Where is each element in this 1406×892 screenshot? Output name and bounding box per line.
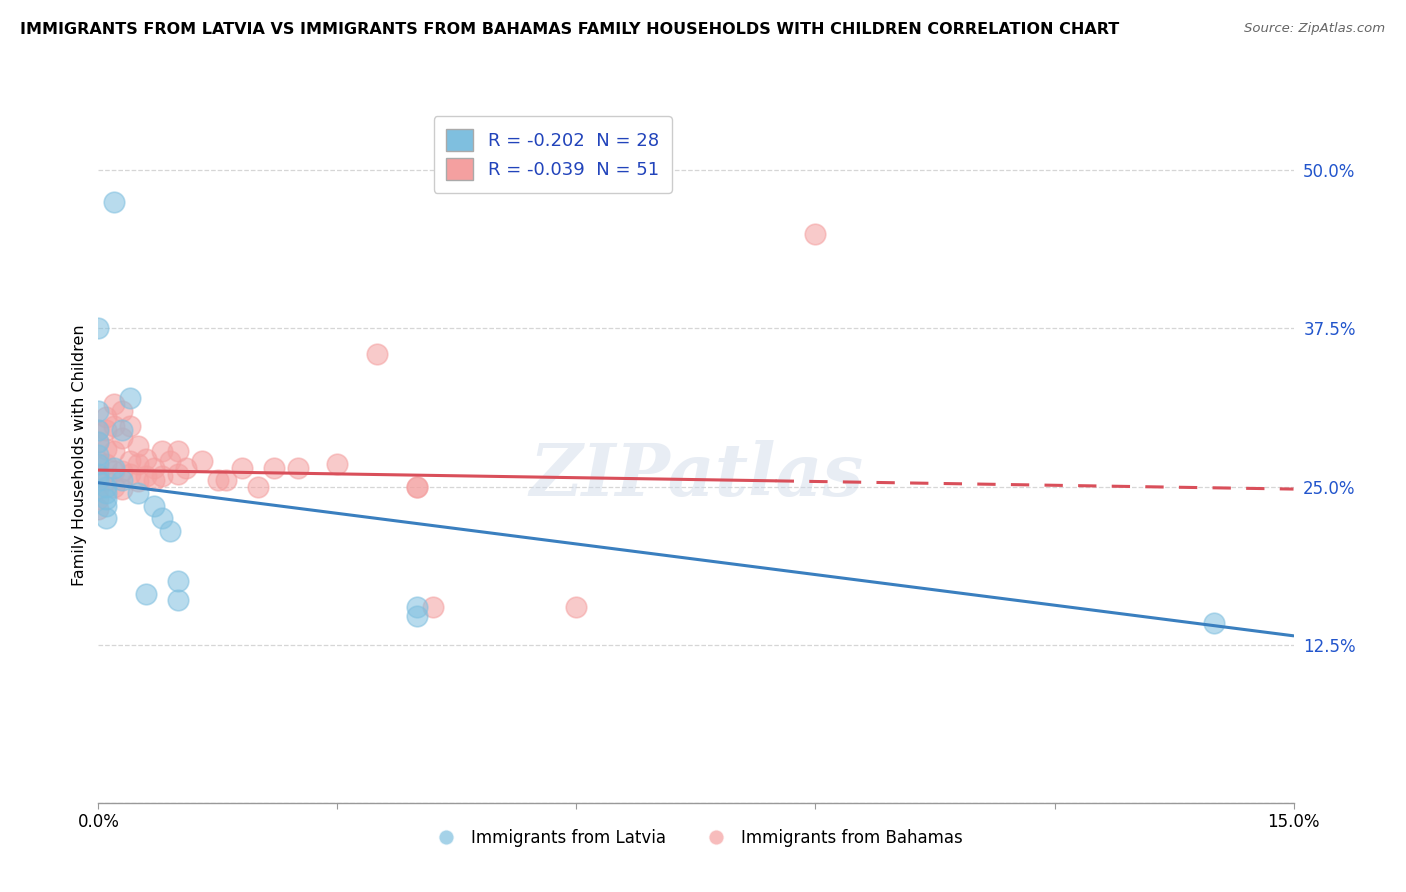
Point <box>215 473 238 487</box>
Point <box>167 593 190 607</box>
Point <box>87 423 110 437</box>
Point <box>143 473 166 487</box>
Point <box>422 599 444 614</box>
Point <box>120 467 142 481</box>
Point <box>96 457 118 471</box>
Point <box>207 473 229 487</box>
Point <box>143 460 166 475</box>
Point <box>231 460 253 475</box>
Point <box>96 499 118 513</box>
Point <box>287 460 309 475</box>
Point <box>87 448 110 462</box>
Point <box>111 473 134 487</box>
Point <box>174 460 197 475</box>
Point <box>135 587 157 601</box>
Legend: Immigrants from Latvia, Immigrants from Bahamas: Immigrants from Latvia, Immigrants from … <box>423 822 969 854</box>
Point <box>87 469 110 483</box>
Point <box>127 457 149 471</box>
Point <box>103 460 125 475</box>
Point <box>1202 616 1225 631</box>
Point <box>96 442 118 456</box>
Point <box>96 479 118 493</box>
Point <box>246 479 269 493</box>
Point <box>366 347 388 361</box>
Point <box>127 439 149 453</box>
Point <box>150 444 173 458</box>
Point <box>120 391 142 405</box>
Point <box>87 435 110 450</box>
Point <box>103 418 125 433</box>
Point <box>87 502 110 516</box>
Point <box>167 467 190 481</box>
Point <box>87 457 110 471</box>
Point <box>565 599 588 614</box>
Point <box>111 464 134 478</box>
Text: ZIPatlas: ZIPatlas <box>529 441 863 511</box>
Point <box>127 486 149 500</box>
Point <box>96 423 118 437</box>
Point <box>87 435 110 450</box>
Point <box>87 482 110 496</box>
Y-axis label: Family Households with Children: Family Households with Children <box>72 324 87 586</box>
Point <box>111 482 134 496</box>
Point <box>191 454 214 468</box>
Point <box>263 460 285 475</box>
Point <box>103 464 125 478</box>
Point <box>87 423 110 437</box>
Point <box>159 524 181 538</box>
Point <box>87 454 110 468</box>
Point <box>87 467 110 481</box>
Point <box>103 479 125 493</box>
Point <box>111 403 134 417</box>
Point <box>159 454 181 468</box>
Point <box>120 454 142 468</box>
Point <box>111 423 134 437</box>
Point <box>406 479 429 493</box>
Point <box>103 444 125 458</box>
Point <box>150 511 173 525</box>
Point <box>103 397 125 411</box>
Point <box>87 403 110 417</box>
Text: Source: ZipAtlas.com: Source: ZipAtlas.com <box>1244 22 1385 36</box>
Point <box>96 473 118 487</box>
Point <box>127 475 149 489</box>
Point <box>96 486 118 500</box>
Point <box>111 432 134 446</box>
Point <box>167 444 190 458</box>
Point <box>87 321 110 335</box>
Point <box>406 599 429 614</box>
Point <box>326 457 349 471</box>
Point <box>804 227 827 241</box>
Point <box>96 511 118 525</box>
Point <box>96 492 118 507</box>
Point <box>96 409 118 424</box>
Point <box>103 194 125 209</box>
Point <box>406 608 429 623</box>
Point <box>87 492 110 507</box>
Point <box>135 451 157 466</box>
Point <box>406 479 429 493</box>
Point <box>143 499 166 513</box>
Point <box>87 473 110 487</box>
Text: IMMIGRANTS FROM LATVIA VS IMMIGRANTS FROM BAHAMAS FAMILY HOUSEHOLDS WITH CHILDRE: IMMIGRANTS FROM LATVIA VS IMMIGRANTS FRO… <box>20 22 1119 37</box>
Point <box>150 469 173 483</box>
Point <box>135 469 157 483</box>
Point <box>167 574 190 589</box>
Point <box>120 418 142 433</box>
